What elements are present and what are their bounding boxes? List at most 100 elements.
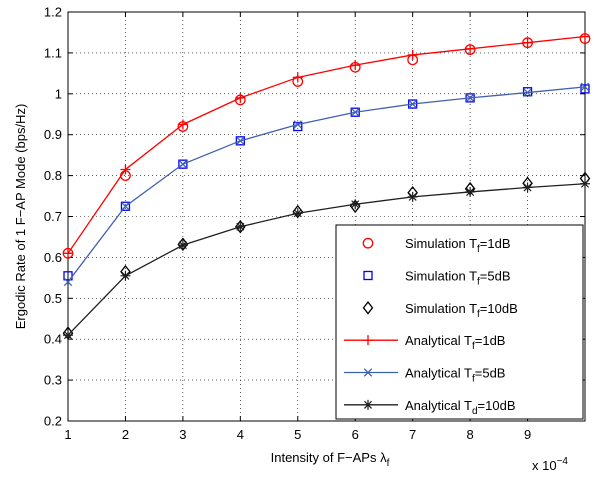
legend-marker (362, 237, 374, 249)
legend-item: Simulation Tf=1dB (362, 236, 511, 255)
x-tick-label: 4 (237, 427, 244, 442)
y-tick-label: 0.9 (44, 127, 62, 142)
y-tick-label: 0.8 (44, 168, 62, 183)
legend-marker (363, 399, 373, 410)
data-point (465, 43, 476, 54)
data-point (178, 159, 188, 169)
y-tick-label: 1 (55, 86, 62, 101)
x-tick-label: 2 (122, 427, 129, 442)
x-axis-multiplier: x 10−4 (532, 456, 568, 473)
series-line (67, 35, 586, 254)
x-tick-label: 5 (294, 427, 301, 442)
data-point (407, 49, 418, 60)
y-tick-label: 0.4 (44, 332, 62, 347)
legend-label-sub: f (477, 309, 480, 320)
y-tick-label: 0.5 (44, 291, 62, 306)
legend-label-main: Analytical T (405, 333, 472, 348)
x-tick-label: 8 (466, 427, 473, 442)
data-point (580, 31, 590, 42)
data-point (178, 159, 188, 169)
x-tick-label: 6 (352, 427, 359, 442)
legend-marker (363, 335, 373, 346)
data-point (465, 93, 475, 103)
legend-label: Simulation Tf=5dB (405, 269, 511, 288)
y-tick-label: 1.2 (44, 5, 62, 20)
legend-label-sub: f (477, 244, 480, 255)
series-group (62, 31, 591, 341)
data-point (522, 37, 533, 48)
legend-item: Simulation Tf=5dB (363, 269, 511, 288)
legend-label-main: Simulation T (405, 236, 477, 251)
legend-label-sub: d (472, 406, 478, 417)
y-axis-label: Ergodic Rate of 1 F−AP Mode (bps/Hz) (13, 104, 28, 330)
legend-marker (363, 270, 373, 281)
legend-item: Simulation Tf=10dB (362, 301, 518, 320)
data-point (351, 107, 360, 117)
data-point (177, 119, 188, 130)
y-tick-label: 0.6 (44, 250, 62, 265)
legend-label-tail: =5dB (480, 269, 511, 284)
data-point (522, 182, 533, 193)
data-point (292, 208, 303, 219)
legend-label-tail: =5dB (475, 366, 506, 381)
x-tick-label: 3 (179, 427, 186, 442)
legend-label-tail: =1dB (475, 333, 506, 348)
x-axis-label-main: Intensity of F−APs λ (271, 450, 387, 465)
data-point (63, 248, 73, 259)
data-point (580, 178, 590, 189)
x-axis-multiplier-exponent: −4 (557, 456, 569, 467)
x-tick-label: 7 (409, 427, 416, 442)
data-point (523, 88, 532, 97)
series-4 (63, 31, 590, 259)
legend-item: Analytical Tf=5dB (344, 366, 505, 385)
data-point (293, 120, 302, 129)
x-tick-label: 9 (524, 427, 531, 442)
data-point (465, 186, 476, 197)
legend-item: Analytical Td=10dB (344, 398, 515, 417)
data-point (350, 60, 361, 71)
legend-item: Analytical Tf=1dB (344, 333, 505, 352)
data-point (293, 121, 303, 132)
legend-label: Analytical Td=10dB (405, 398, 515, 417)
x-axis-multiplier-base: x 10 (532, 458, 557, 473)
legend-label: Simulation Tf=10dB (405, 301, 518, 320)
y-tick-label: 1.1 (44, 45, 62, 60)
y-tick-label: 0.7 (44, 209, 62, 224)
data-point (235, 136, 245, 146)
data-point (63, 330, 73, 341)
data-point (350, 199, 361, 210)
data-point (236, 136, 245, 146)
legend-label: Analytical Tf=5dB (405, 366, 505, 385)
legend-label-main: Simulation T (405, 269, 477, 284)
legend-label-sub: f (472, 341, 475, 352)
x-axis-label: Intensity of F−APs λf (271, 450, 390, 469)
legend-label-main: Analytical T (405, 398, 472, 413)
legend-box (335, 224, 584, 420)
series-6 (63, 178, 590, 341)
data-point (63, 277, 73, 287)
y-tick-label: 0.2 (44, 414, 62, 429)
data-point (121, 202, 130, 211)
legend-label-main: Analytical T (405, 366, 472, 381)
data-point (235, 92, 246, 103)
legend-label-sub: f (477, 277, 480, 288)
legend-label-sub: f (472, 374, 475, 385)
legend-marker (363, 368, 373, 377)
data-point (120, 201, 131, 211)
axis-ticks: 1 2 3 4 5 6 7 8 9 0.2 0.3 0.4 0.5 0.6 0.7 0.8 0.9 1 1.1 1.2 (44, 5, 585, 442)
data-point (235, 219, 246, 234)
legend-marker (362, 301, 374, 315)
series-5 (63, 82, 590, 287)
data-point (177, 240, 188, 251)
data-point (120, 270, 131, 281)
data-point (408, 99, 417, 109)
data-point (580, 84, 590, 94)
legend-label-tail: =10dB (478, 398, 516, 413)
x-axis-label-sub: f (387, 458, 390, 469)
data-point (120, 164, 131, 175)
y-tick-label: 0.3 (44, 373, 62, 388)
legend-label: Analytical Tf=1dB (405, 333, 505, 352)
legend-label: Simulation Tf=1dB (405, 236, 511, 255)
